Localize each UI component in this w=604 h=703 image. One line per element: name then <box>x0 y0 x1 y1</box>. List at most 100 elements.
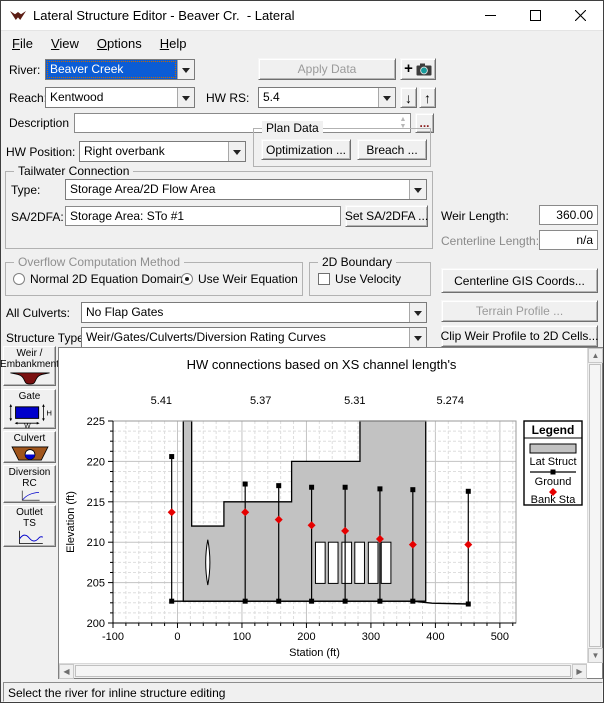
tailwater-connection-group: Tailwater Connection <box>5 164 433 249</box>
chart-legend: Legend Lat Struct Ground Bank Sta <box>523 420 583 506</box>
optimization-button[interactable]: Optimization ... <box>261 139 351 160</box>
chevron-down-icon[interactable] <box>409 328 426 347</box>
scroll-down-icon[interactable]: ▼ <box>588 648 603 663</box>
set-sa-2dfa-button[interactable]: Set SA/2DFA ... <box>345 205 428 227</box>
svg-text:300: 300 <box>362 631 380 643</box>
svg-text:5.274: 5.274 <box>436 395 464 407</box>
menu-bar: File View Options Help <box>1 32 603 54</box>
sidebar-button-weir-embankment[interactable]: Weir / Embankment <box>1 346 59 386</box>
svg-text:200: 200 <box>297 631 315 643</box>
hw-position-combo[interactable]: Right overbank <box>79 141 246 162</box>
tailwater-type-value: Storage Area/2D Flow Area <box>70 182 216 196</box>
svg-text:500: 500 <box>491 631 509 643</box>
radio-use-weir-equation[interactable]: Use Weir Equation <box>181 272 298 286</box>
chart-horizontal-scrollbar[interactable]: ◀ ▶ <box>59 663 587 679</box>
svg-text:5.41: 5.41 <box>151 395 172 407</box>
next-rs-up-button[interactable]: ↑ <box>419 87 436 108</box>
hw-connections-chart: -100 0 100 200 300 400 500 200 205 210 215 220 225 St… <box>60 349 588 667</box>
maximize-button[interactable] <box>513 1 558 30</box>
status-bar: Select the river for inline structure ed… <box>3 682 603 702</box>
sidebar-button-diversion-rc[interactable]: Diversion RC <box>3 465 56 503</box>
svg-text:205: 205 <box>87 578 105 590</box>
hw-rs-label: HW RS: <box>206 91 250 105</box>
description-spinner[interactable]: ▲ ▼ <box>399 116 407 130</box>
radio-checked-icon[interactable] <box>181 273 193 285</box>
checkbox-icon[interactable] <box>318 273 330 285</box>
app-icon <box>10 10 26 22</box>
svg-text:HW connections based on XS cha: HW connections based on XS channel lengt… <box>187 357 457 372</box>
scroll-left-icon[interactable]: ◀ <box>59 664 74 679</box>
svg-text:100: 100 <box>233 631 251 643</box>
chevron-down-icon[interactable] <box>177 88 194 107</box>
reach-label: Reach: <box>9 91 48 105</box>
use-velocity-checkbox[interactable]: Use Velocity <box>318 272 401 286</box>
menu-view[interactable]: View <box>50 35 79 51</box>
structure-type-label: Structure Type: <box>6 331 88 345</box>
structure-type-combo[interactable]: Weir/Gates/Culverts/Diversion Rating Cur… <box>81 327 427 348</box>
tailwater-type-combo[interactable]: Storage Area/2D Flow Area <box>65 179 427 200</box>
radio-normal-2d-equation[interactable]: Normal 2D Equation Domain <box>13 272 183 286</box>
hw-rs-combo[interactable]: 5.4 <box>258 87 396 108</box>
centerline-gis-coords-button[interactable]: Centerline GIS Coords... <box>441 268 598 293</box>
svg-text:W: W <box>24 423 31 428</box>
scroll-up-icon[interactable]: ▲ <box>588 348 603 363</box>
menu-file[interactable]: File <box>12 35 33 51</box>
menu-options[interactable]: Options <box>96 35 142 51</box>
chevron-down-icon[interactable] <box>177 60 194 79</box>
svg-text:0: 0 <box>174 631 180 643</box>
all-culverts-value: No Flap Gates <box>86 305 164 319</box>
svg-text:210: 210 <box>87 537 105 549</box>
reach-combo[interactable]: Kentwood <box>45 87 195 108</box>
svg-text:Bank Sta: Bank Sta <box>531 494 577 506</box>
river-combo[interactable]: Beaver Creek <box>45 59 195 80</box>
chevron-down-icon[interactable] <box>228 142 245 161</box>
svg-text:Ground: Ground <box>535 476 572 488</box>
svg-text:400: 400 <box>426 631 444 643</box>
weir-length-field: 360.00 <box>539 205 598 225</box>
culvert-icon <box>10 446 49 461</box>
sa-2dfa-field: Storage Area: STo #1 <box>65 206 341 226</box>
svg-text:Station (ft): Station (ft) <box>289 647 340 659</box>
sidebar-button-outlet-ts[interactable]: Outlet TS <box>3 505 56 547</box>
svg-text:220: 220 <box>87 456 105 468</box>
close-button[interactable] <box>558 1 603 30</box>
diversion-rc-icon <box>21 490 40 501</box>
scrollbar-thumb[interactable] <box>75 665 571 677</box>
minimize-button[interactable] <box>468 1 513 30</box>
chevron-down-icon[interactable] <box>409 180 426 199</box>
river-label: River: <box>9 63 41 77</box>
structure-type-value: Weir/Gates/Culverts/Diversion Rating Cur… <box>86 330 326 344</box>
svg-text:H: H <box>46 409 52 418</box>
window-title: Lateral Structure Editor - Beaver Cr. - … <box>33 8 295 23</box>
chevron-down-icon[interactable] <box>378 88 395 107</box>
sidebar-button-gate[interactable]: Gate H W <box>3 389 56 429</box>
svg-text:225: 225 <box>87 416 105 428</box>
centerline-length-label: Centerline Length: <box>441 234 540 248</box>
menu-help[interactable]: Help <box>159 35 187 51</box>
add-photo-button[interactable]: + <box>400 58 436 80</box>
radio-icon[interactable] <box>13 273 25 285</box>
outlet-ts-icon <box>18 530 43 544</box>
hw-position-label: HW Position: <box>6 145 76 159</box>
reach-combo-value: Kentwood <box>50 90 104 104</box>
scrollbar-thumb[interactable] <box>589 364 601 647</box>
svg-text:5.37: 5.37 <box>250 395 271 407</box>
terrain-profile-button[interactable]: Terrain Profile ... <box>441 300 598 322</box>
svg-text:Elevation (ft): Elevation (ft) <box>65 491 77 553</box>
clip-weir-profile-button[interactable]: Clip Weir Profile to 2D Cells... <box>441 325 598 347</box>
weir-length-label: Weir Length: <box>441 209 509 223</box>
apply-data-button[interactable]: Apply Data <box>258 58 396 80</box>
chart-vertical-scrollbar[interactable]: ▲ ▼ <box>587 348 603 663</box>
next-rs-down-button[interactable]: ↓ <box>400 87 417 108</box>
hw-connections-chart-panel: -100 0 100 200 300 400 500 200 205 210 215 220 225 St… <box>58 347 603 679</box>
scroll-right-icon[interactable]: ▶ <box>572 664 587 679</box>
sa-2dfa-label: SA/2DFA: <box>11 210 64 224</box>
all-culverts-combo[interactable]: No Flap Gates <box>81 302 427 323</box>
svg-text:-100: -100 <box>102 631 124 643</box>
chevron-down-icon[interactable] <box>409 303 426 322</box>
all-culverts-label: All Culverts: <box>6 306 71 320</box>
weir-embankment-icon <box>9 372 50 385</box>
breach-button[interactable]: Breach ... <box>357 139 427 160</box>
sidebar-button-culvert[interactable]: Culvert <box>3 431 56 463</box>
centerline-length-field: n/a <box>539 230 598 250</box>
